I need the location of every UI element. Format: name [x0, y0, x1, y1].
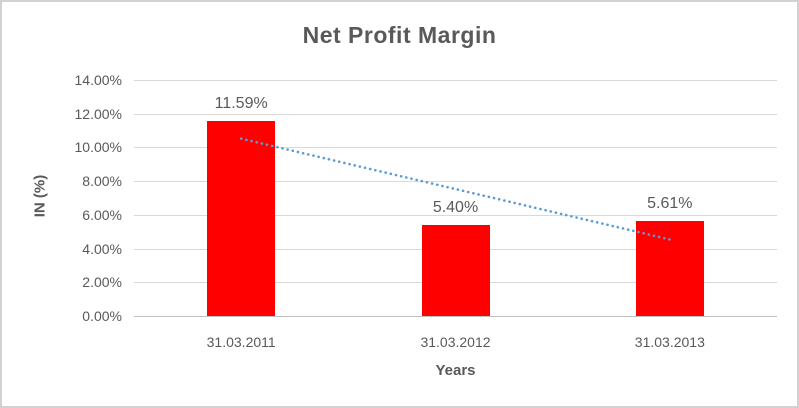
y-tick-label: 6.00% [82, 206, 122, 223]
x-axis-title: Years [435, 362, 476, 379]
gridline [134, 80, 777, 81]
bar-data-label: 5.61% [647, 195, 693, 213]
y-tick-label: 0.00% [82, 308, 122, 324]
bar [635, 221, 704, 316]
y-tick-label: 2.00% [82, 274, 122, 291]
y-axis-tick-labels: 14.00% 12.00% 10.00% 8.00% 6.00% 4.00% 2.00% 0.… [2, 2, 122, 406]
bar-data-label: 5.40% [432, 198, 479, 216]
bar-data-label: 11.59% [214, 94, 268, 112]
gridline [134, 113, 777, 115]
x-tick-label: 31.03.2013 [634, 334, 705, 350]
plot-area: 11.59% 5.40% 5.61% [134, 80, 777, 317]
bar [207, 120, 276, 316]
y-tick-label: 10.00% [74, 139, 122, 156]
bar [421, 224, 490, 316]
chart-title: Net Profit Margin [302, 22, 497, 48]
y-tick-label: 8.00% [82, 173, 122, 190]
x-tick-label: 31.03.2012 [420, 334, 491, 350]
y-tick-label: 12.00% [74, 105, 122, 122]
y-tick-label: 4.00% [82, 240, 122, 257]
y-tick-label: 14.00% [74, 72, 122, 88]
x-tick-label: 31.03.2011 [206, 334, 276, 350]
